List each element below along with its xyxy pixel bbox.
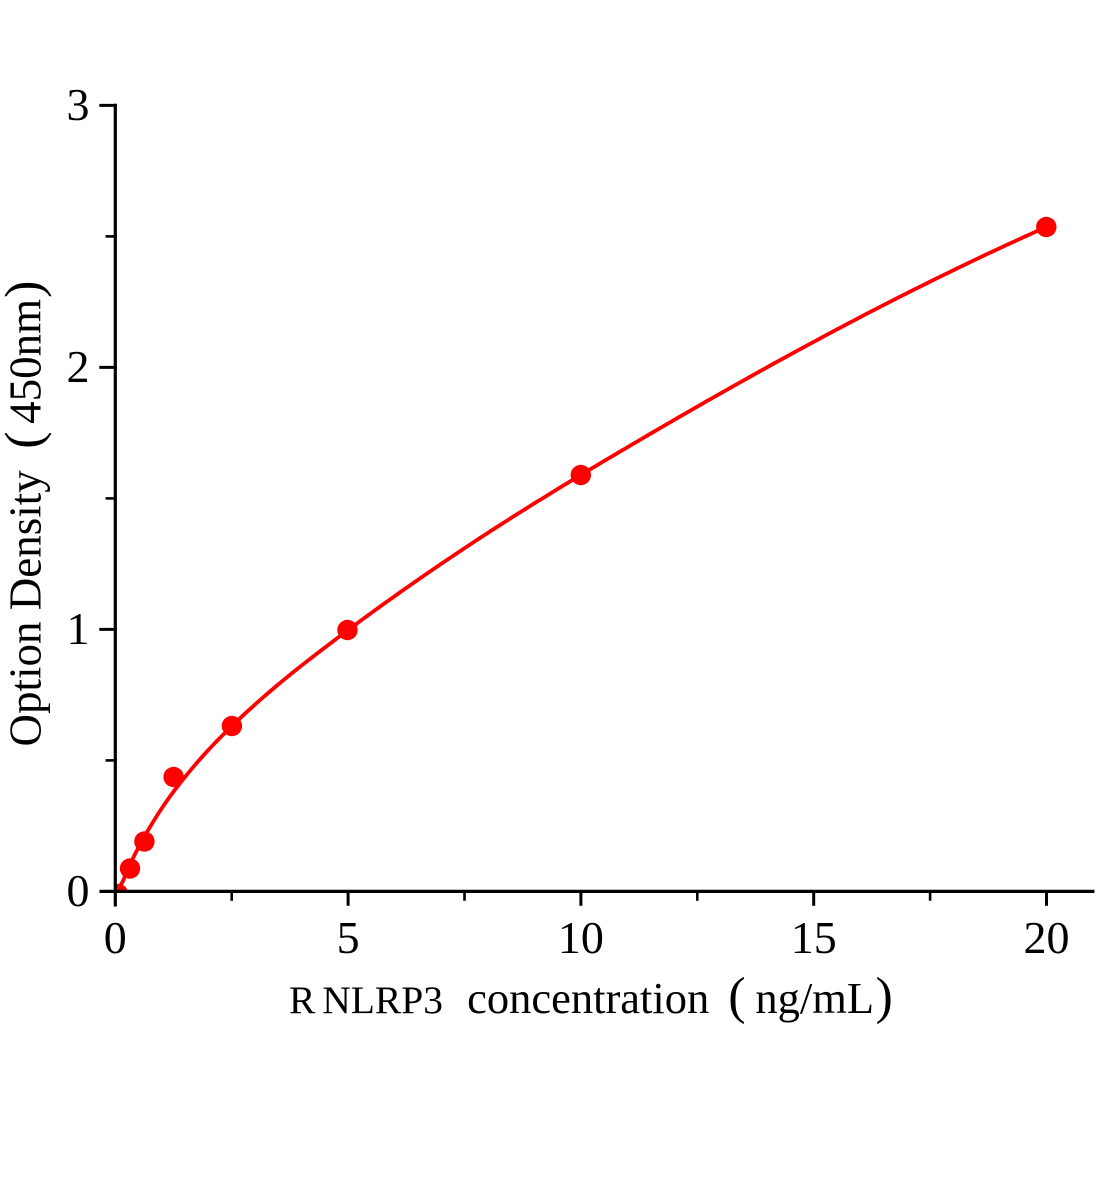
svg-text:15: 15 [791,912,837,963]
svg-text:Option Density(450nm): Option Density(450nm) [0,281,53,747]
svg-text:0: 0 [104,912,127,963]
svg-text:0: 0 [67,865,90,916]
svg-text:10: 10 [558,912,604,963]
svg-text:R NLRP3 concentration(ng/mL): R NLRP3 concentration(ng/mL) [289,968,893,1025]
svg-text:3: 3 [67,79,90,130]
svg-text:20: 20 [1024,912,1070,963]
svg-text:5: 5 [337,912,360,963]
svg-text:1: 1 [67,603,90,654]
svg-text:2: 2 [67,341,90,392]
